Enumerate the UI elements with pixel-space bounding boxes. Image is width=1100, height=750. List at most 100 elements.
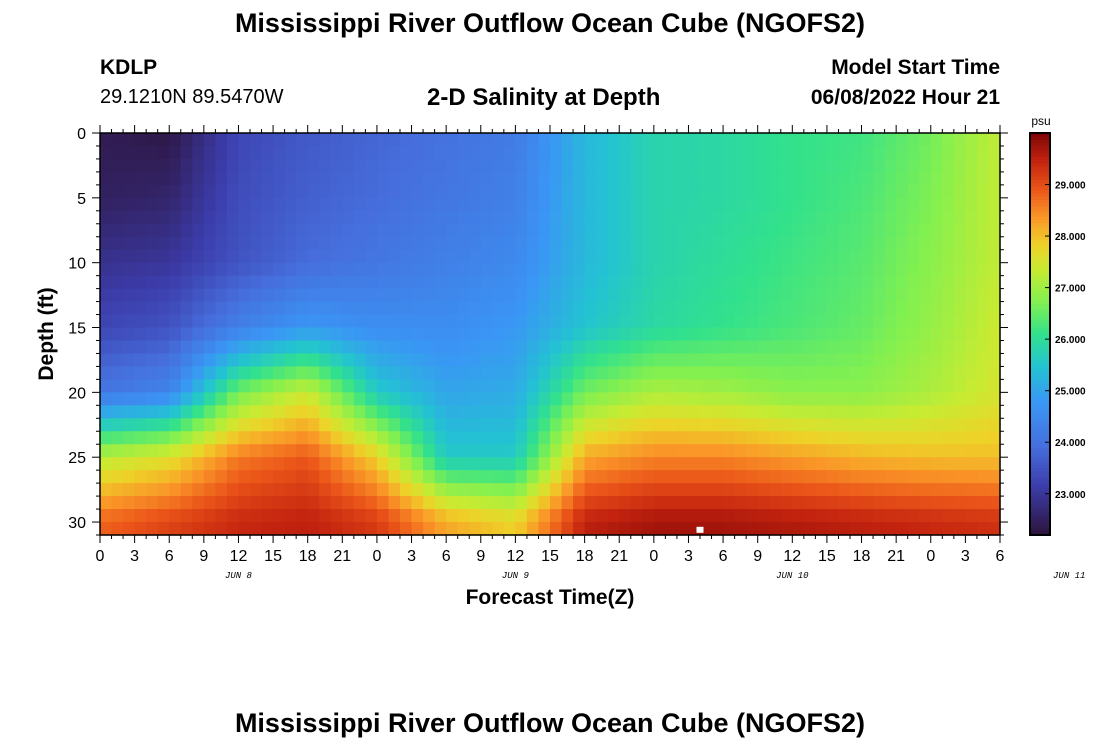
heatmap-cell xyxy=(550,301,563,316)
heatmap-cell xyxy=(226,210,240,225)
heatmap-cell xyxy=(469,418,482,432)
colorbar-segment xyxy=(1030,327,1050,332)
heatmap-cell xyxy=(630,418,643,432)
heatmap-cell xyxy=(365,444,378,458)
heatmap-cell xyxy=(330,288,343,303)
heatmap-cell xyxy=(838,314,851,329)
heatmap-cell xyxy=(446,158,459,173)
x-tick-label: 18 xyxy=(576,548,594,565)
heatmap-cell xyxy=(792,340,805,355)
heatmap-cell xyxy=(157,340,170,355)
heatmap-cell xyxy=(676,197,690,212)
heatmap-cell xyxy=(515,158,528,173)
heatmap-cell xyxy=(907,340,920,355)
heatmap-cell xyxy=(723,522,736,536)
heatmap-cell xyxy=(538,236,551,251)
heatmap-cell xyxy=(700,223,713,238)
heatmap-cell xyxy=(400,379,413,393)
heatmap-cell xyxy=(815,496,828,510)
heatmap-cell xyxy=(400,197,413,212)
heatmap-cell xyxy=(515,444,528,458)
heatmap-cell xyxy=(203,470,216,484)
heatmap-cell xyxy=(919,301,932,316)
heatmap-cell xyxy=(850,158,863,173)
heatmap-cell xyxy=(157,431,170,445)
heatmap-cell xyxy=(619,197,632,212)
heatmap-cell xyxy=(757,379,770,393)
heatmap-cell xyxy=(792,522,805,536)
heatmap-cell xyxy=(826,444,840,458)
heatmap-cell xyxy=(503,327,516,342)
heatmap-cell xyxy=(584,431,597,445)
heatmap-cell xyxy=(780,288,793,303)
heatmap-cell xyxy=(434,249,447,264)
colorbar-segment xyxy=(1030,310,1050,315)
colorbar-segment xyxy=(1030,196,1050,201)
heatmap-cell xyxy=(723,418,736,432)
heatmap-cell xyxy=(296,210,309,225)
heatmap-cell xyxy=(261,418,274,432)
heatmap-cell xyxy=(815,353,828,368)
heatmap-cell xyxy=(953,184,966,199)
heatmap-cell xyxy=(769,522,782,536)
heatmap-cell xyxy=(250,353,263,368)
heatmap-cell xyxy=(423,379,436,393)
colorbar-segment xyxy=(1030,501,1050,506)
heatmap-cell xyxy=(630,340,643,355)
heatmap-cell xyxy=(976,431,990,445)
heatmap-cell xyxy=(111,366,124,380)
heatmap-cell xyxy=(607,288,620,303)
heatmap-cell xyxy=(988,327,1001,342)
heatmap-cell xyxy=(238,496,251,510)
heatmap-cell xyxy=(296,327,309,342)
colorbar-segment xyxy=(1030,521,1050,526)
colorbar-segment xyxy=(1030,173,1050,178)
heatmap-cell xyxy=(803,223,816,238)
heatmap-cell xyxy=(700,509,713,523)
heatmap-cell xyxy=(480,327,493,342)
heatmap-cell xyxy=(192,379,205,393)
heatmap-cell xyxy=(653,483,666,497)
heatmap-cell xyxy=(411,457,424,471)
heatmap-cell xyxy=(492,444,505,458)
colorbar-segment xyxy=(1030,293,1050,298)
heatmap-cell xyxy=(169,353,182,368)
heatmap-cell xyxy=(965,392,978,406)
heatmap-cell xyxy=(746,210,759,225)
heatmap-cell xyxy=(100,405,113,419)
heatmap-cell xyxy=(550,431,563,445)
heatmap-cell xyxy=(688,145,701,160)
heatmap-cell xyxy=(700,210,713,225)
heatmap-cell xyxy=(492,522,505,536)
heatmap-cell xyxy=(826,249,840,264)
heatmap-cell xyxy=(261,392,274,406)
heatmap-cell xyxy=(734,431,747,445)
heatmap-cell xyxy=(607,470,620,484)
heatmap-cell xyxy=(192,496,205,510)
heatmap-cell xyxy=(653,353,666,368)
heatmap-cell xyxy=(134,145,147,160)
colorbar-segment xyxy=(1030,360,1050,365)
heatmap-cell xyxy=(953,223,966,238)
heatmap-cell xyxy=(550,470,563,484)
heatmap-cell xyxy=(561,522,574,536)
heatmap-cell xyxy=(711,184,724,199)
heatmap-cell xyxy=(307,353,320,368)
heatmap-cell xyxy=(376,340,390,355)
heatmap-cell xyxy=(665,379,678,393)
heatmap-cell xyxy=(550,418,563,432)
heatmap-cell xyxy=(630,223,643,238)
heatmap-cell xyxy=(884,509,897,523)
heatmap-cell xyxy=(919,249,932,264)
heatmap-cell xyxy=(307,314,320,329)
heatmap-cell xyxy=(319,444,332,458)
heatmap-cell xyxy=(861,496,874,510)
heatmap-cell xyxy=(446,379,459,393)
heatmap-cell xyxy=(330,405,343,419)
heatmap-cell xyxy=(619,223,632,238)
heatmap-cell xyxy=(919,431,932,445)
heatmap-cell xyxy=(596,275,609,290)
heatmap-cell xyxy=(169,483,182,497)
heatmap-cell xyxy=(250,223,263,238)
heatmap-cell xyxy=(411,223,424,238)
